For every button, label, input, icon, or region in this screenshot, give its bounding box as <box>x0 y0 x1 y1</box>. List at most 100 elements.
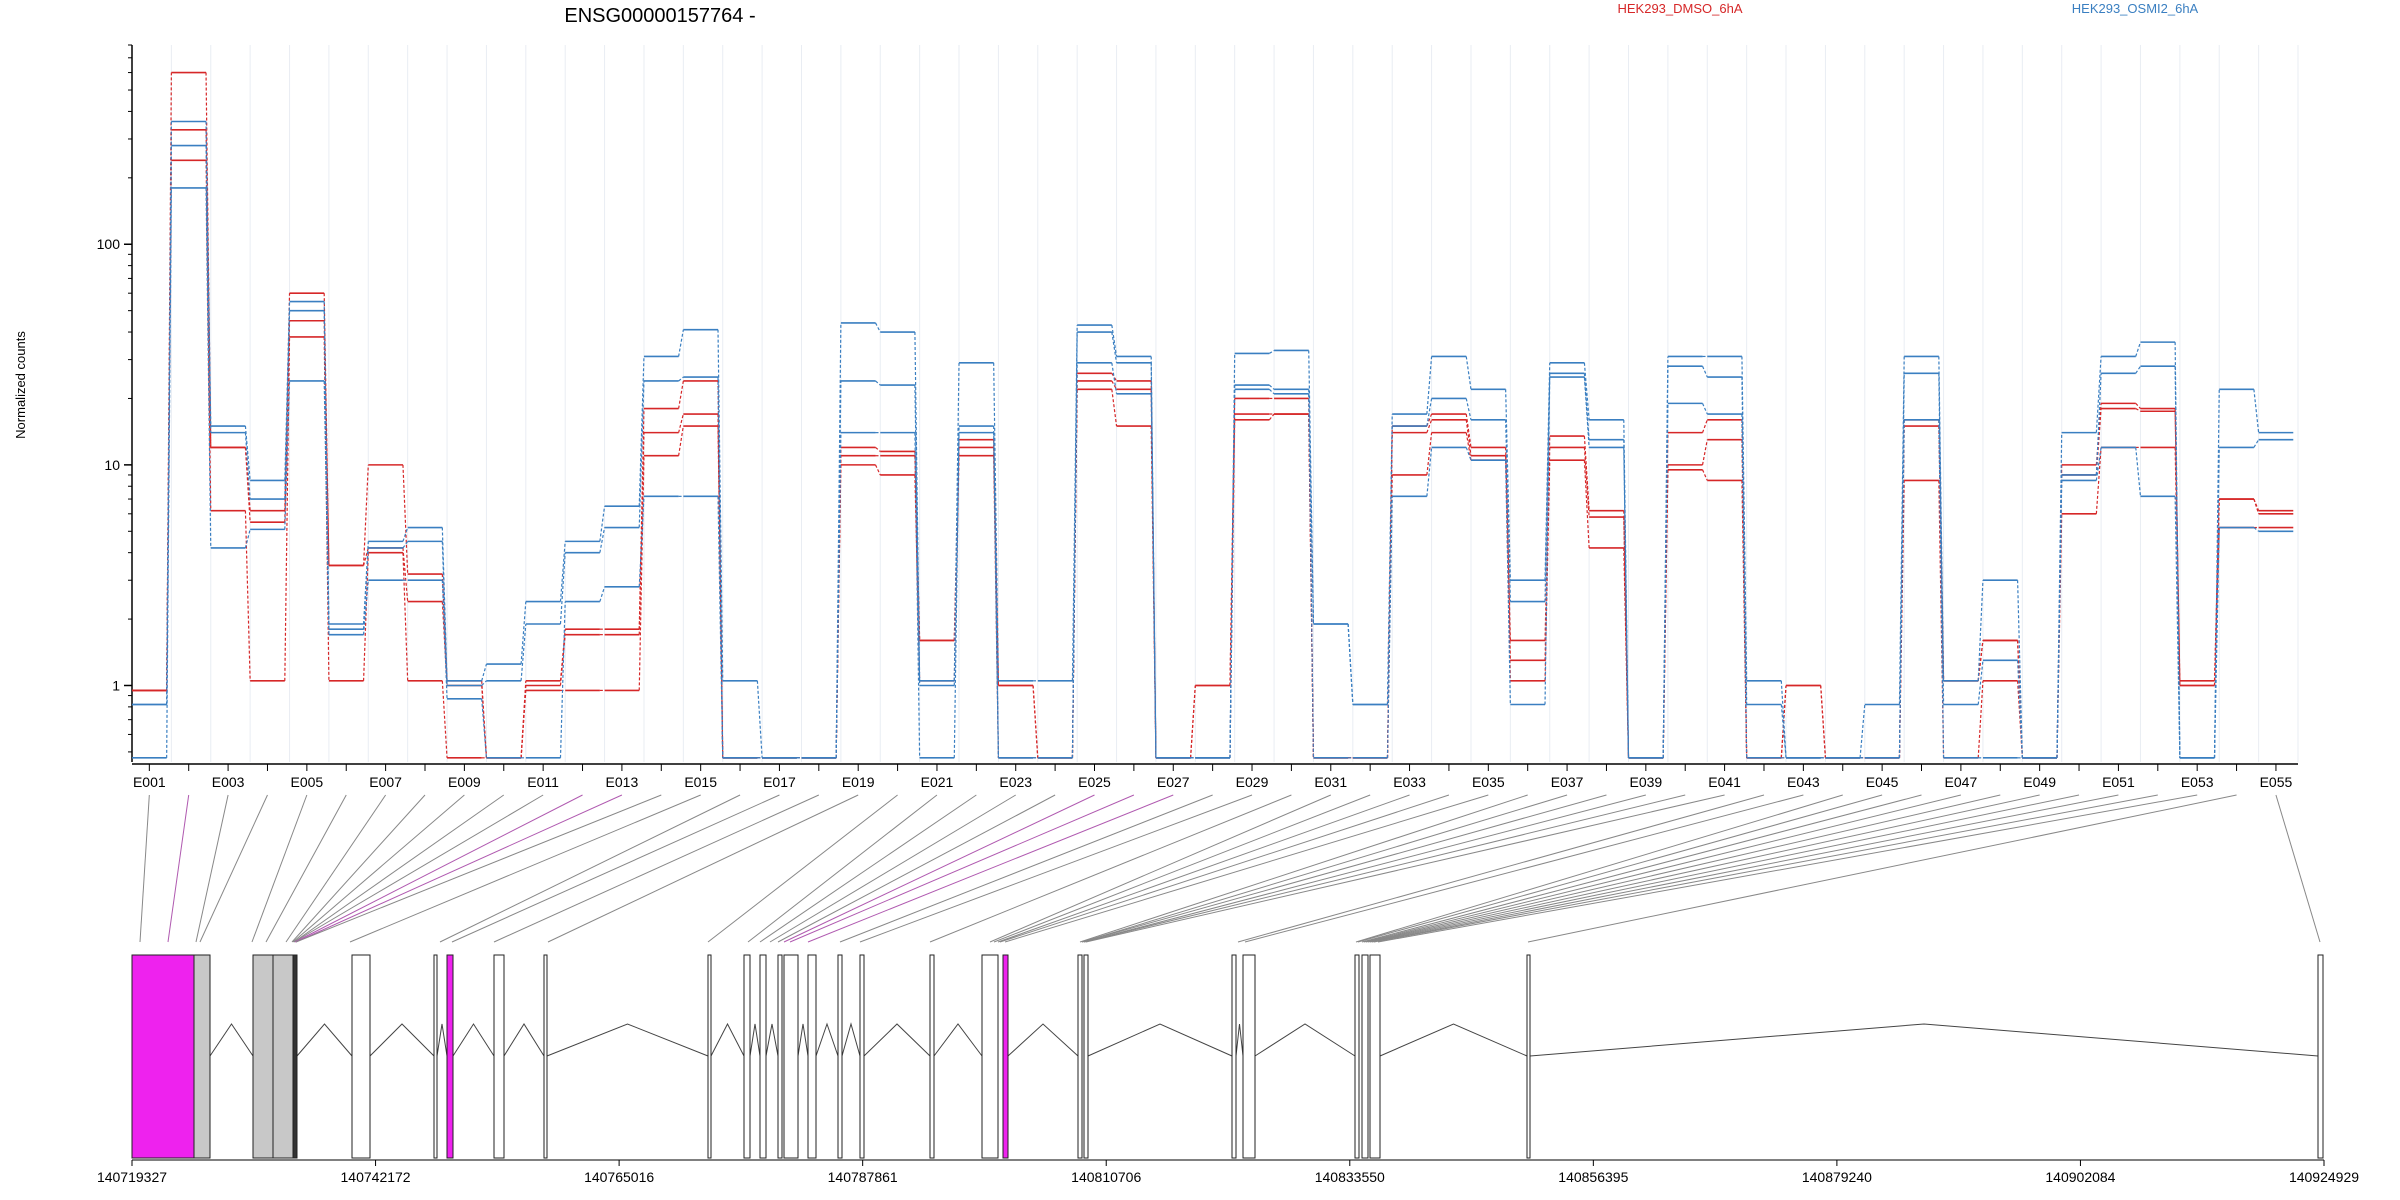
x-tick-label: E003 <box>212 774 245 790</box>
x-tick-label: E017 <box>763 774 796 790</box>
intron-line <box>815 1022 839 1057</box>
exon-connector <box>1357 794 1883 943</box>
data-connector <box>1741 414 1748 758</box>
data-connector <box>1465 398 1472 420</box>
data-connector <box>2253 527 2259 532</box>
exon-connector <box>1244 794 1804 943</box>
data-connector <box>244 432 251 500</box>
axes: 1 10 100 <box>97 44 2298 765</box>
intron-line <box>1235 1023 1244 1057</box>
exon-connector <box>291 794 426 943</box>
x-tick-label: E043 <box>1787 774 1820 790</box>
data-connector <box>323 380 330 635</box>
exon-block <box>981 954 999 1159</box>
coordinate-label: 140765016 <box>584 1169 654 1185</box>
series-hek293_dmso_6ha-1 <box>132 129 2294 759</box>
exon-connector <box>1361 794 1922 943</box>
data-connector <box>1544 377 1551 705</box>
exon-block <box>292 954 298 1159</box>
exon-block <box>1369 954 1381 1159</box>
intron-line <box>503 1023 545 1057</box>
exon-connector <box>199 794 268 943</box>
data-connector <box>1426 432 1433 476</box>
exon-block <box>1354 954 1360 1159</box>
data-connector <box>1741 377 1748 705</box>
data-connector <box>1505 460 1511 705</box>
data-connector <box>638 432 645 635</box>
exon-connector <box>783 794 1095 943</box>
data-connector <box>717 329 724 681</box>
data-connector <box>993 432 999 758</box>
intron-line <box>436 1023 448 1057</box>
data-connector <box>1071 325 1078 681</box>
intron-line <box>1007 1023 1079 1057</box>
data-connector <box>1662 403 1669 758</box>
exon-connector <box>929 794 1292 943</box>
data-connector <box>1898 356 1905 705</box>
x-tick-label: E001 <box>133 774 166 790</box>
data-connector <box>2253 498 2260 514</box>
data-connector <box>1701 469 1708 481</box>
intron-line <box>749 1023 761 1057</box>
data-connector <box>1111 325 1118 357</box>
data-connector <box>875 380 881 386</box>
data-connector <box>481 680 488 758</box>
series-hek293_dmso_6ha-0 <box>132 71 2294 759</box>
vertical-grid <box>131 45 2299 762</box>
series-hek293_osmi2_6ha-4 <box>132 144 2294 759</box>
data-connector <box>1268 384 1275 390</box>
data-connector <box>441 680 448 758</box>
data-connector <box>1780 680 1787 758</box>
x-tick-label: E019 <box>842 774 875 790</box>
data-connector <box>1701 365 1708 378</box>
data-connector <box>599 506 606 542</box>
coordinate-label: 140833550 <box>1315 1169 1385 1185</box>
exon-connector <box>1085 794 1725 943</box>
data-connector <box>1505 419 1511 602</box>
data-connector <box>874 322 881 333</box>
data-connector <box>874 464 881 476</box>
exon-connector <box>1371 794 2119 943</box>
data-connector <box>1465 447 1472 461</box>
exon-connector <box>167 794 190 943</box>
data-connector <box>599 586 606 602</box>
data-connector <box>1701 403 1708 415</box>
data-connector <box>1583 362 1590 420</box>
exon-connector <box>777 794 1056 943</box>
y-tick-label: 1 <box>112 677 120 693</box>
data-connector <box>520 623 527 681</box>
data-connector <box>2135 402 2141 409</box>
exon-connector <box>1237 794 1765 943</box>
exon-block <box>493 954 505 1159</box>
data-connector <box>244 529 251 549</box>
data-connector <box>717 377 724 758</box>
intron-line <box>863 1023 931 1057</box>
data-connector <box>717 496 724 758</box>
data-connector <box>2135 408 2141 412</box>
data-connector <box>1189 685 1196 758</box>
gene-model <box>131 954 2324 1159</box>
exon-connector <box>292 794 465 943</box>
data-connector <box>638 455 645 691</box>
data-connector <box>481 663 488 681</box>
exon-connector <box>349 794 701 943</box>
y-tick-label: 100 <box>97 236 121 252</box>
data-connector <box>1111 331 1118 363</box>
exon-connector <box>547 794 859 943</box>
exon-connector <box>285 794 387 943</box>
exon-connector <box>993 794 1371 943</box>
exon-connector <box>1081 794 1568 943</box>
data-connector <box>1465 356 1472 390</box>
data-connector <box>1938 373 1945 705</box>
intron-line <box>765 1023 779 1057</box>
data-connector <box>875 446 881 452</box>
data-connector <box>953 426 960 686</box>
x-tick-label: E005 <box>291 774 324 790</box>
exon-block <box>1231 954 1237 1159</box>
data-connector <box>1583 377 1590 448</box>
exon-connector <box>439 794 741 943</box>
exon-connector <box>451 794 780 943</box>
x-tick-label: E033 <box>1393 774 1426 790</box>
exon-connector <box>2275 794 2321 943</box>
data-connector <box>1544 373 1551 602</box>
